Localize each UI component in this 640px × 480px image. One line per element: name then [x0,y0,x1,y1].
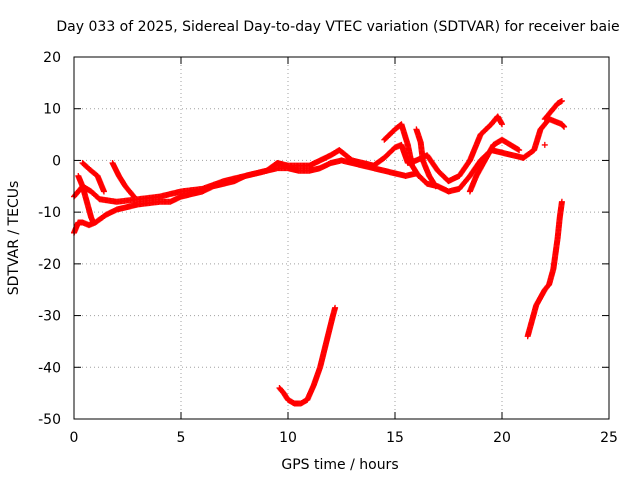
y-tick-label: 0 [52,153,61,169]
data-point-branch-g [558,97,565,104]
chart-title: Day 033 of 2025, Sidereal Day-to-day VTE… [56,19,619,35]
data-point-outlier [541,141,548,148]
data-point-main-band [560,122,567,129]
y-tick-label: -10 [38,205,61,221]
data-marks [71,97,568,407]
axis-ticks [73,56,610,420]
data-point-branch-c [130,192,137,199]
x-axis-label: GPS time / hours [281,457,398,473]
y-axis-label: SDTVAR / TECUs [6,181,22,296]
data-point-branch-f [516,147,523,154]
y-tick-label: 10 [43,102,61,118]
data-point-upper-band [499,121,505,128]
data-point-branch-c [130,193,137,200]
data-point-rise-end [558,198,565,205]
y-tick-label: -40 [38,360,61,376]
y-tick-label: -50 [38,412,61,428]
x-tick-label: 5 [177,430,186,446]
plot-frame [73,56,610,420]
data-point-dip-mid [332,304,339,311]
tick-labels: 0 5 10 15 20 25 -50 -40 -30 -20 -10 0 10 20 [38,50,618,446]
x-tick-label: 25 [600,430,618,446]
data-point-branch-b [100,188,107,195]
y-tick-label: 20 [43,50,61,66]
x-tick-label: 20 [493,430,511,446]
y-tick-label: -20 [38,257,61,273]
data-point-branch-e [432,183,439,190]
x-tick-label: 0 [70,430,79,446]
data-point-branch-a [90,219,97,226]
y-tick-label: -30 [38,309,61,325]
x-tick-label: 15 [386,430,404,446]
x-tick-label: 10 [279,430,297,446]
data-point-branch-d [415,172,422,179]
data-point-main-band [561,123,568,130]
grid [74,57,609,419]
